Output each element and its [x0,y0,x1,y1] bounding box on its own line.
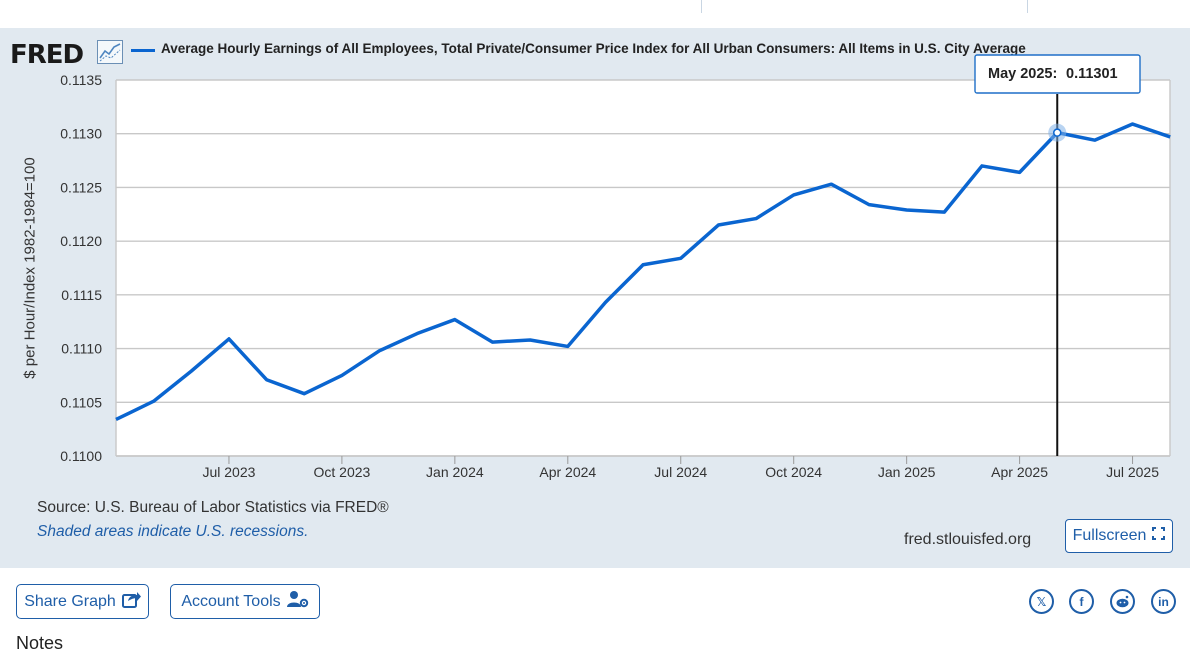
notes-heading: Notes [16,633,64,653]
x-tick-label: Jan 2025 [878,464,936,480]
divider [701,0,702,13]
y-tick-label: 0.1110 [61,341,102,357]
top-strip [0,0,1199,28]
tooltip-date: May 2025: [988,66,1057,82]
series-line [115,122,1171,422]
tooltip [974,54,1141,94]
x-tick-label: Apr 2024 [539,464,596,480]
x-tick-label: Jan 2024 [426,464,484,480]
source-text: Source: U.S. Bureau of Labor Statistics … [37,499,389,516]
y-tick-label: 0.1120 [60,233,102,249]
account-tools-button[interactable]: Account Tools [170,584,320,619]
x-tick-label: Oct 2023 [313,464,370,480]
plot-area [116,80,1170,456]
legend-swatch [131,49,155,52]
share-graph-button[interactable]: Share Graph [16,584,149,619]
fred-logo[interactable]: FRED [10,40,84,70]
y-tick-label: 0.1130 [60,126,102,142]
linkedin-icon[interactable]: in [1151,589,1176,614]
x-icon[interactable]: 𝕏 [1029,589,1054,614]
line-chart-icon [97,40,123,64]
divider [1027,0,1028,13]
x-tick-label: Jul 2023 [202,464,255,480]
y-tick-label: 0.1100 [60,448,102,464]
account-tools-label: Account Tools [181,592,281,610]
hover-point[interactable] [1053,128,1062,137]
tooltip-value: 0.11301 [1066,66,1118,82]
recession-note: Shaded areas indicate U.S. recessions. [37,523,309,540]
x-tick-label: Jul 2025 [1106,464,1159,480]
fred-url[interactable]: fred.stlouisfed.org [904,531,1032,548]
share-graph-label: Share Graph [24,592,116,610]
share-icon [121,591,141,613]
reddit-icon[interactable] [1110,589,1135,614]
fullscreen-label: Fullscreen [1072,527,1147,544]
y-tick-label: 0.1115 [61,287,102,303]
expand-icon [1152,527,1166,545]
legend-label: Average Hourly Earnings of All Employees… [161,41,1026,56]
fullscreen-button[interactable]: Fullscreen [1065,519,1173,553]
y-tick-label: 0.1125 [60,179,102,195]
x-tick-label: Oct 2024 [765,464,822,480]
facebook-icon[interactable]: f [1069,589,1094,614]
y-tick-label: 0.1105 [60,394,102,410]
x-tick-label: Apr 2025 [991,464,1048,480]
user-gear-icon [286,590,309,613]
x-tick-label: Jul 2024 [654,464,707,480]
y-tick-label: 0.1135 [60,72,102,88]
